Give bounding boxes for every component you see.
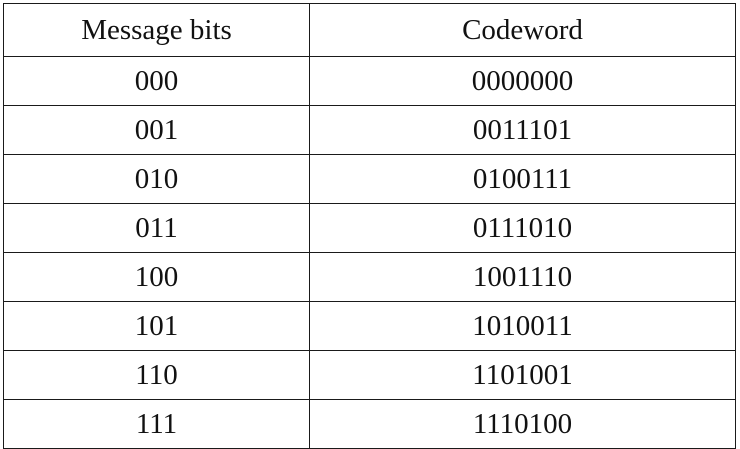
table-row: 111 1110100 <box>3 399 736 449</box>
codeword-cell: 0111010 <box>309 203 736 253</box>
message-bits-cell: 100 <box>3 252 310 302</box>
message-bits-cell: 111 <box>3 399 310 449</box>
table-row: 100 1001110 <box>3 252 736 302</box>
message-bits-cell: 010 <box>3 154 310 204</box>
message-bits-cell: 101 <box>3 301 310 351</box>
table-row: 001 0011101 <box>3 105 736 155</box>
codeword-cell: 0100111 <box>309 154 736 204</box>
header-codeword: Codeword <box>309 3 736 57</box>
codeword-cell: 0000000 <box>309 56 736 106</box>
codeword-cell: 0011101 <box>309 105 736 155</box>
table-row: 000 0000000 <box>3 56 736 106</box>
table-row: 101 1010011 <box>3 301 736 351</box>
codeword-cell: 1010011 <box>309 301 736 351</box>
message-bits-cell: 011 <box>3 203 310 253</box>
codeword-cell: 1001110 <box>309 252 736 302</box>
codeword-cell: 1101001 <box>309 350 736 400</box>
table-row: 010 0100111 <box>3 154 736 204</box>
codeword-cell: 1110100 <box>309 399 736 449</box>
table-row: 011 0111010 <box>3 203 736 253</box>
message-bits-cell: 000 <box>3 56 310 106</box>
header-row: Message bits Codeword <box>3 3 736 57</box>
message-bits-cell: 110 <box>3 350 310 400</box>
table-row: 110 1101001 <box>3 350 736 400</box>
header-message-bits: Message bits <box>3 3 310 57</box>
codebook-table: Message bits Codeword 000 0000000 001 00… <box>3 3 736 449</box>
message-bits-cell: 001 <box>3 105 310 155</box>
